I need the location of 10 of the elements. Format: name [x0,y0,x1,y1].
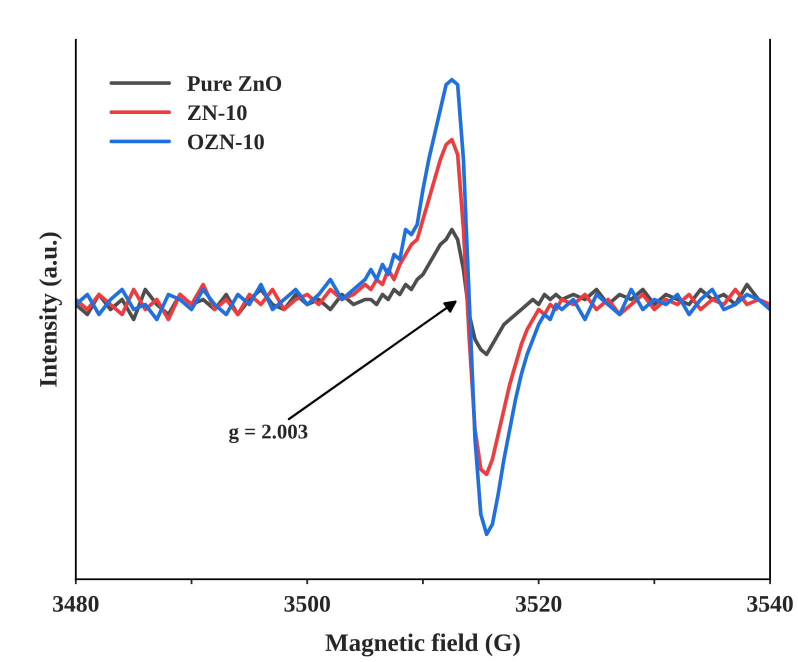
annotation: g = 2.003 [229,424,308,444]
x-tick-label: 3480 [53,596,99,612]
legend-label: Pure ZnO [187,76,282,92]
legend-label: OZN-10 [188,134,264,150]
x-axis-title: Magnetic field (G) [325,633,520,656]
legend-label: ZN-10 [188,105,247,120]
x-tick-label: 3520 [516,596,562,612]
x-tick-label: 3540 [747,596,793,612]
y-axis-title: Intensity (a.u.) [39,232,62,387]
x-tick-label: 3500 [284,596,330,612]
